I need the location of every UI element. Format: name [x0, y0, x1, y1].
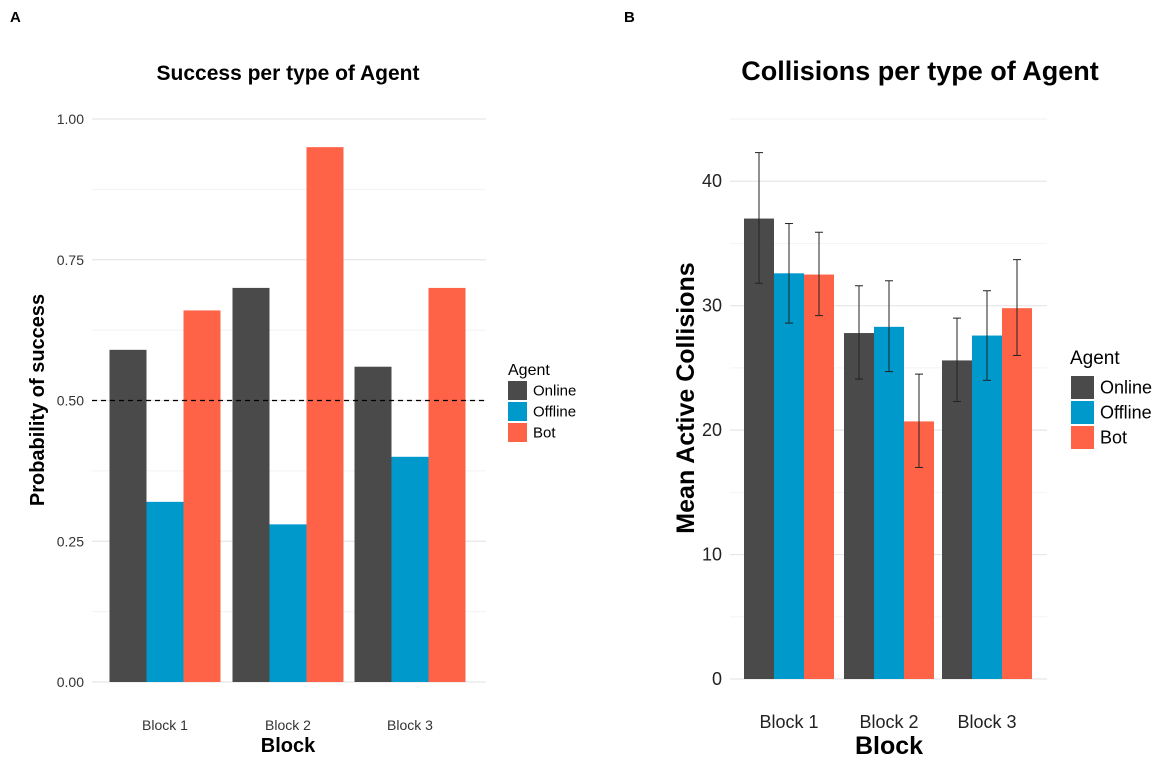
- panel-b-title: Collisions per type of Agent: [741, 56, 1099, 86]
- panel-b-label: B: [624, 9, 635, 26]
- x-tick-label-block-2: Block 2: [859, 712, 918, 732]
- legend-swatch-online: [508, 381, 527, 400]
- y-tick-label: 40: [702, 171, 722, 191]
- bar-block-1-bot: [183, 310, 221, 682]
- bar-block-3-offline: [972, 335, 1002, 679]
- bar-block-2-online: [232, 287, 270, 682]
- legend-label-bot: Bot: [1100, 428, 1127, 448]
- legend-swatch-bot: [508, 423, 527, 442]
- bar-block-3-bot: [1002, 308, 1032, 679]
- bar-block-3-bot: [428, 287, 466, 682]
- bar-block-2-bot: [306, 147, 344, 682]
- y-tick-label: 0.50: [57, 393, 84, 409]
- y-tick-label: 20: [702, 420, 722, 440]
- bar-block-1-bot: [804, 274, 834, 679]
- panel-a-legend: Agent Online Offline Bot: [508, 362, 576, 442]
- bar-block-2-offline: [874, 326, 904, 679]
- y-tick-label: 0.25: [57, 533, 84, 549]
- panel-b: B Collisions per type of Agent 0 10 20 30 40…: [624, 9, 1152, 760]
- legend-label-online: Online: [533, 383, 576, 400]
- panel-a-y-axis-label: Probability of success: [27, 294, 49, 506]
- x-tick-label-block-3: Block 3: [957, 712, 1016, 732]
- bar-block-1-online: [744, 218, 774, 680]
- panel-b-legend-title: Agent: [1070, 348, 1120, 369]
- y-tick-label: 0.00: [57, 674, 84, 690]
- panel-a-title: Success per type of Agent: [157, 62, 420, 85]
- bar-block-1-offline: [146, 501, 184, 682]
- error-bar-block-2-bot: [915, 373, 923, 468]
- panel-b-y-tick-labels: 0 10 20 30 40: [702, 171, 722, 689]
- panel-a-x-tick-labels: Block 1 Block 2 Block 3: [142, 717, 433, 733]
- bar-block-2-offline: [269, 524, 307, 682]
- y-tick-label: 1.00: [57, 111, 84, 127]
- error-bar-block-1-online: [755, 152, 763, 284]
- bar-block-1-offline: [774, 273, 804, 679]
- x-tick-label-block-1: Block 1: [142, 717, 188, 733]
- bar-block-3-offline: [391, 456, 429, 682]
- legend-label-offline: Offline: [1100, 403, 1152, 423]
- legend-swatch-offline: [1071, 401, 1094, 424]
- panel-a-bars: [109, 147, 466, 682]
- panel-b-legend: Agent Online Offline Bot: [1070, 348, 1152, 449]
- bar-block-2-online: [844, 333, 874, 679]
- panel-b-x-axis-label: Block: [855, 732, 923, 760]
- legend-swatch-online: [1071, 376, 1094, 399]
- panel-b-error-bars: [755, 152, 1021, 468]
- legend-swatch-bot: [1071, 426, 1094, 449]
- x-tick-label-block-1: Block 1: [759, 712, 818, 732]
- error-bar-block-2-offline: [885, 280, 893, 373]
- bar-block-3-online: [354, 366, 392, 682]
- legend-swatch-offline: [508, 402, 527, 421]
- error-bar-block-1-bot: [815, 231, 823, 317]
- panel-a-x-axis-label: Block: [261, 735, 316, 757]
- panel-b-y-axis-label: Mean Active Collisions: [672, 262, 700, 533]
- y-tick-label: 30: [702, 296, 722, 316]
- y-tick-label: 0: [712, 669, 722, 689]
- panel-a-label: A: [10, 9, 21, 26]
- bar-block-1-online: [109, 349, 147, 682]
- y-tick-label: 0.75: [57, 252, 84, 268]
- error-bar-block-3-online: [953, 317, 961, 402]
- y-tick-label: 10: [702, 545, 722, 565]
- bar-block-3-online: [942, 360, 972, 679]
- panel-b-bars: [744, 218, 1032, 680]
- legend-label-online: Online: [1100, 378, 1152, 398]
- error-bar-block-1-offline: [785, 223, 793, 324]
- panel-a: A Success per type of Agent 0.00 0.25 0.50…: [10, 9, 576, 757]
- panel-a-y-tick-labels: 0.00 0.25 0.50 0.75 1.00: [57, 111, 84, 690]
- x-tick-label-block-2: Block 2: [265, 717, 311, 733]
- x-tick-label-block-3: Block 3: [387, 717, 433, 733]
- legend-label-bot: Bot: [533, 425, 556, 442]
- error-bar-block-3-offline: [983, 290, 991, 381]
- panel-b-x-tick-labels: Block 1 Block 2 Block 3: [759, 712, 1016, 732]
- error-bar-block-3-bot: [1013, 259, 1021, 356]
- panel-a-legend-title: Agent: [508, 362, 550, 379]
- error-bar-block-2-online: [855, 285, 863, 380]
- legend-label-offline: Offline: [533, 404, 576, 421]
